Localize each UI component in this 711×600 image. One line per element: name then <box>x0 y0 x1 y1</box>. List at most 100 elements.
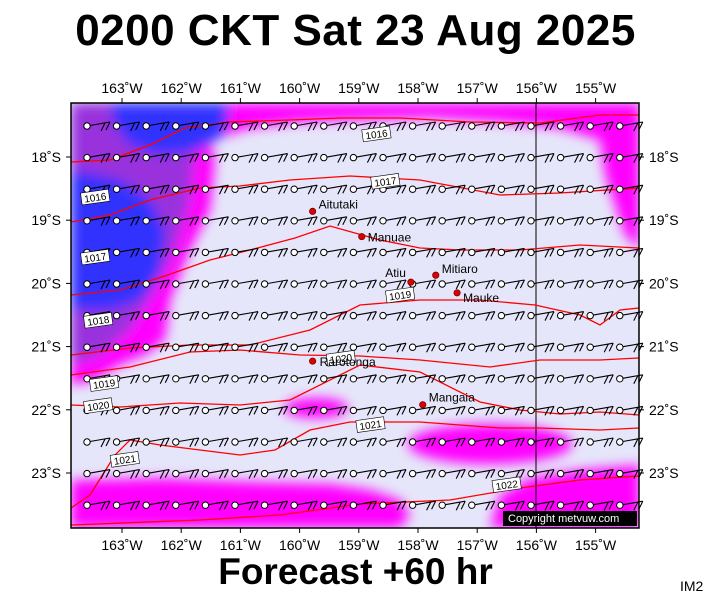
wind-barb <box>556 405 585 416</box>
wind-barb <box>379 153 407 163</box>
wind-barb <box>527 153 555 163</box>
wind-barb <box>260 405 289 416</box>
lon-label-bottom: 157˚W <box>457 537 499 553</box>
wind-barb <box>112 184 141 195</box>
wind-barb <box>438 500 466 511</box>
wind-barb <box>497 279 525 290</box>
isobar-value: 1021 <box>113 454 137 468</box>
wind-barb <box>142 279 170 290</box>
lon-label-bottom: 159˚W <box>338 537 380 553</box>
wind-barb <box>231 279 259 290</box>
isobar-label: 1021 <box>109 451 140 468</box>
place-dot <box>407 278 415 286</box>
place-name: Manuae <box>368 231 412 245</box>
place-dot <box>358 233 366 241</box>
wind-barb <box>556 437 585 448</box>
isobar-label: 1021 <box>355 416 386 433</box>
wind-barb <box>379 405 407 416</box>
wind-barb <box>408 184 437 195</box>
lon-label-bottom: 156˚W <box>516 537 558 553</box>
isobar-value: 1020 <box>87 400 111 414</box>
lon-label-top: 156˚W <box>516 80 558 96</box>
wind-barb <box>556 121 585 132</box>
wind-barb <box>231 469 259 479</box>
wind-barb <box>379 279 407 290</box>
wind-barb <box>231 184 259 195</box>
wind-barb <box>527 311 555 321</box>
place-name: Rarotonga <box>320 355 376 369</box>
isobar-value: 1020 <box>329 353 353 367</box>
place-name: Mitiaro <box>442 262 478 276</box>
wind-barb <box>408 405 437 416</box>
wind-barb <box>586 469 614 479</box>
wind-barb <box>438 437 466 448</box>
wind-barb <box>172 247 200 258</box>
wind-barb <box>379 469 407 479</box>
wind-barb <box>260 216 289 227</box>
wind-barb <box>468 247 496 258</box>
wind-barb <box>556 374 585 385</box>
wind-barb <box>556 500 585 511</box>
wind-barb <box>586 153 614 163</box>
place-dot <box>309 357 317 365</box>
wind-barb <box>201 469 229 479</box>
wind-barb <box>201 437 229 448</box>
wind-barb <box>320 216 348 227</box>
wind-barb <box>438 405 466 416</box>
wind-barb <box>112 279 141 290</box>
lon-label-top: 155˚W <box>575 80 617 96</box>
wind-barb <box>290 247 318 258</box>
wind-barb <box>201 153 229 163</box>
wind-barb <box>527 469 555 479</box>
wind-barb <box>320 153 348 163</box>
wind-barb <box>320 121 348 132</box>
wind-barb <box>142 342 170 353</box>
wind-barb <box>320 342 348 353</box>
copyright-box <box>503 511 637 526</box>
wind-barb <box>142 311 170 321</box>
wind-barb <box>231 311 259 321</box>
wind-barb <box>112 121 141 132</box>
wind-barb <box>349 279 377 290</box>
isobar-value: 1016 <box>365 128 389 142</box>
wind-barb <box>172 342 200 353</box>
wind-barb <box>586 279 614 290</box>
wind-barb <box>497 184 525 195</box>
wind-barb <box>112 500 141 511</box>
wind-barb <box>527 216 555 227</box>
wind-barb <box>468 153 496 163</box>
wind-barb <box>201 311 229 321</box>
isobar-value: 1019 <box>93 378 117 392</box>
wind-barb <box>586 216 614 227</box>
wind-barb <box>142 153 170 163</box>
wind-barb <box>586 405 614 416</box>
lat-label-left: 23˚S <box>31 465 61 481</box>
wind-barb <box>408 121 437 132</box>
wind-barb <box>260 374 289 385</box>
wind-barb <box>497 247 525 258</box>
wind-barb <box>112 153 141 163</box>
isobar-labels: 1016 1016 1017 1017 1018 1019 1019 1020 1020 1021… <box>80 125 522 493</box>
wind-barb <box>201 121 229 132</box>
wind-barb <box>586 247 614 258</box>
place-name: Mauke <box>463 291 499 305</box>
wind-barb <box>497 311 525 321</box>
lon-label-bottom: 160˚W <box>279 537 321 553</box>
wind-barb <box>112 216 141 227</box>
wind-barb <box>172 437 200 448</box>
wind-barb <box>231 153 259 163</box>
wind-barb <box>112 437 141 448</box>
place-dot <box>432 271 440 279</box>
wind-barb <box>142 121 170 132</box>
wind-barb <box>349 405 377 416</box>
isobar-label: 1019 <box>385 286 416 304</box>
lon-label-top: 163˚W <box>101 80 143 96</box>
wind-barb <box>586 374 614 385</box>
wind-barb <box>438 311 466 321</box>
wind-barb <box>379 311 407 321</box>
wind-barb <box>260 153 289 163</box>
wind-barb <box>497 437 525 448</box>
wind-barb <box>112 469 141 479</box>
wind-barb <box>83 342 111 353</box>
